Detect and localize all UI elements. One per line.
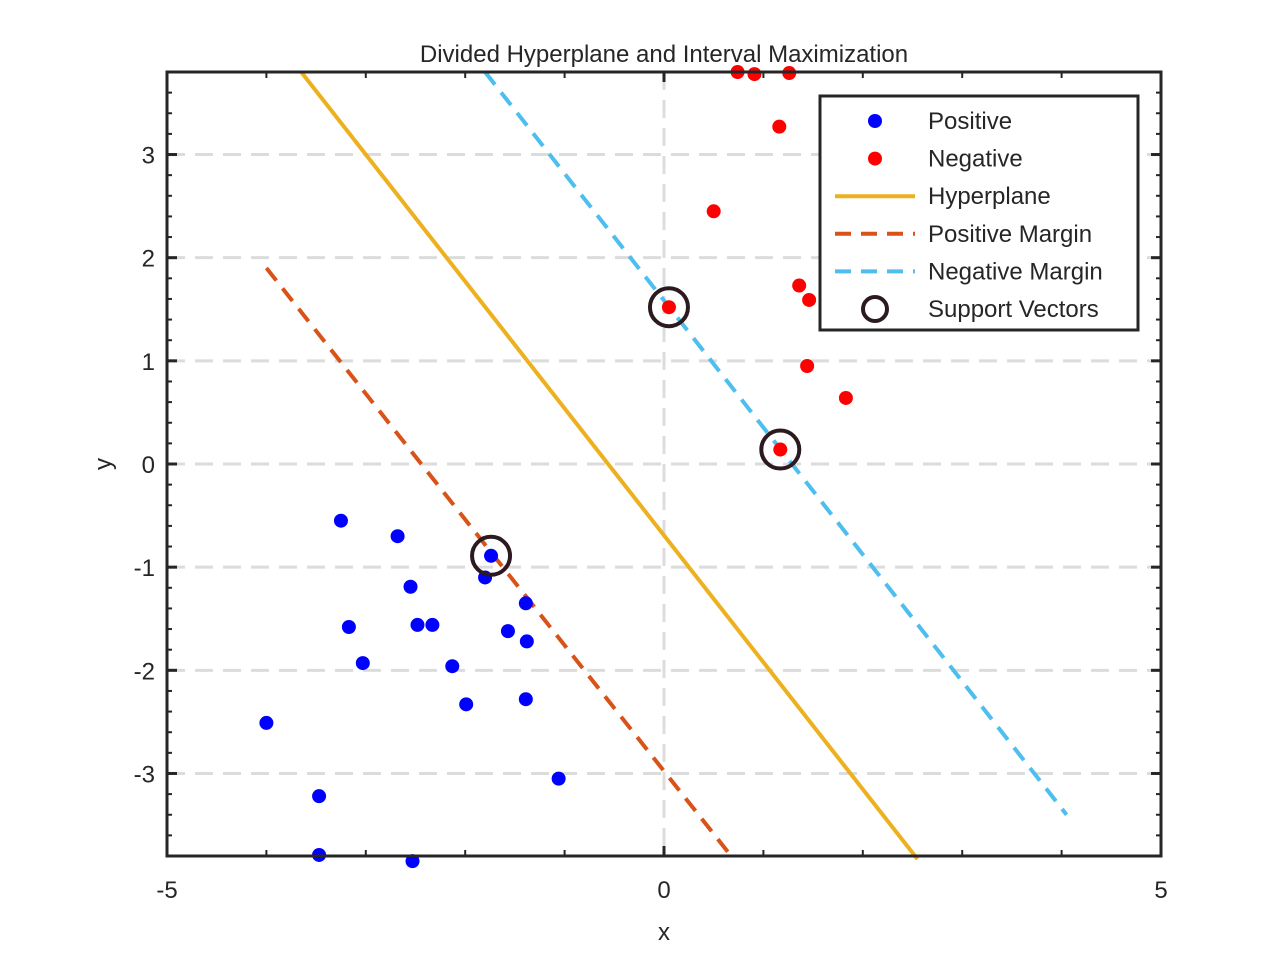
y-tick-label: -2	[134, 658, 155, 685]
positive-point	[518, 692, 533, 707]
x-tick-label: 5	[1154, 877, 1167, 904]
y-tick-label: -1	[134, 555, 155, 582]
chart-title: Divided Hyperplane and Interval Maximiza…	[420, 41, 908, 68]
x-axis-label: x	[658, 919, 670, 946]
y-tick-label: 1	[142, 349, 155, 376]
negative-point	[773, 442, 788, 457]
y-tick-label: 3	[142, 143, 155, 170]
positive-point	[312, 789, 327, 804]
positive-point	[410, 617, 425, 632]
positive-point	[500, 624, 515, 639]
series-layer	[259, 65, 1069, 869]
positive-margin-line	[264, 266, 736, 861]
support-vector-marker	[470, 534, 513, 577]
positive-point	[484, 548, 499, 563]
negative-point	[747, 67, 762, 82]
positive-point	[425, 617, 440, 632]
positive-point	[390, 529, 405, 544]
positive-point	[519, 634, 534, 649]
legend-label-hyperplane: Hyperplane	[928, 183, 1051, 210]
positive-point	[518, 596, 533, 611]
y-tick-label: 0	[142, 452, 155, 479]
legend-marker-support-vectors	[861, 295, 889, 323]
hyperplane-line	[299, 70, 920, 861]
x-tick-label: -5	[156, 877, 177, 904]
negative-point	[800, 359, 815, 373]
negative-margin-line	[483, 70, 1069, 816]
legend-box	[818, 94, 1140, 332]
positive-point	[341, 619, 356, 634]
negative-point	[838, 390, 853, 405]
x-tick-label: 0	[657, 877, 670, 904]
legend-label-support-vectors: Support Vectors	[928, 296, 1099, 323]
positive-point	[445, 659, 460, 674]
negative-point	[772, 119, 787, 134]
support-vector-marker	[759, 428, 802, 471]
legend-label-negative-margin: Negative Margin	[928, 258, 1103, 285]
legend-marker-positive	[868, 114, 882, 128]
positive-point	[459, 697, 474, 712]
positive-point	[551, 771, 566, 786]
support-vector-marker	[647, 286, 690, 329]
y-tick-label: -3	[134, 761, 155, 788]
negative-point	[802, 292, 817, 307]
positive-point	[405, 854, 420, 869]
legend-marker-negative	[868, 151, 882, 166]
legend-label-positive: Positive	[928, 108, 1012, 135]
negative-point	[661, 300, 676, 315]
legend-label-positive-margin: Positive Margin	[928, 221, 1092, 248]
y-axis-label: y	[90, 458, 117, 470]
y-tick-label: 2	[142, 246, 155, 273]
positive-point	[403, 579, 418, 594]
positive-point	[333, 513, 348, 528]
positive-point	[259, 715, 274, 730]
legend: Positive Negative Hyperplane Positive Margi…	[818, 94, 1140, 332]
positive-point	[355, 656, 370, 671]
ticks: -3 -2 -1 0 1 2 3 -5 0 5	[134, 71, 1168, 904]
negative-point	[706, 204, 721, 219]
negative-point	[792, 278, 807, 293]
legend-label-negative: Negative	[928, 146, 1023, 173]
